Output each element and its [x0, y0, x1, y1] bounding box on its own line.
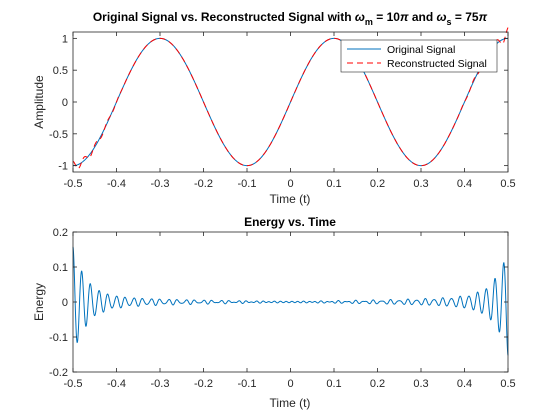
energy-y-axis-label: Energy [32, 283, 46, 321]
ax1-x-tick-label: 0.2 [370, 178, 385, 190]
ax2-x-tick-label: 0.1 [326, 378, 341, 390]
ax1-x-tick-label: -0.2 [194, 178, 213, 190]
ax1-y-tick-label: -1 [58, 161, 68, 173]
ax2-x-tick-label: 0 [287, 378, 293, 390]
title-omega-s-symbol: ω [437, 10, 447, 24]
ax2-y-tick-label: 0 [62, 297, 68, 309]
ax1-x-tick-label: 0.4 [457, 178, 472, 190]
ax2-x-tick-label: 0.5 [500, 378, 515, 390]
ax1-y-tick-label: 0.5 [53, 65, 68, 77]
ax1-y-tick-label: 0 [62, 97, 68, 109]
title-and-text: and [409, 10, 437, 24]
energy-x-axis-label: Time (t) [270, 396, 311, 410]
ax2-y-tick-label: 0.1 [53, 262, 68, 274]
legend-label-reconstructed: Reconstructed Signal [387, 58, 487, 70]
ax2-y-tick-label: 0.2 [53, 227, 68, 239]
ax1-y-tick-label: -0.5 [49, 129, 68, 141]
ax2-x-tick-label: 0.2 [370, 378, 385, 390]
ax2-x-tick-label: -0.2 [194, 378, 213, 390]
ax1-x-tick-label: -0.3 [151, 178, 170, 190]
ax1-x-tick-label: 0.1 [326, 178, 341, 190]
ax1-x-tick-label: -0.4 [107, 178, 126, 190]
ax2-x-tick-label: -0.4 [107, 378, 126, 390]
signal-y-axis-label: Amplitude [32, 75, 46, 129]
legend: Original Signal Reconstructed Signal [341, 40, 497, 72]
legend-label-original: Original Signal [387, 44, 455, 56]
ax1-x-tick-label: -0.1 [238, 178, 257, 190]
title-omega-m-value: = 10 [373, 10, 400, 24]
ax1-x-tick-label: 0.5 [500, 178, 515, 190]
ax2-x-tick-label: 0.4 [457, 378, 472, 390]
title-lead-text: Original Signal vs. Reconstructed Signal… [93, 10, 355, 24]
ax2-x-tick-label: -0.3 [151, 378, 170, 390]
ax1-x-tick-label: -0.5 [64, 178, 83, 190]
ax1-y-tick-label: 1 [62, 33, 68, 45]
ax2-x-tick-label: -0.1 [238, 378, 257, 390]
ax1-x-tick-label: 0.3 [413, 178, 428, 190]
ax2-x-tick-label: 0.3 [413, 378, 428, 390]
title-omega-s-value: = 75 [452, 10, 479, 24]
title-pi-symbol-2: π [479, 10, 488, 24]
title-omega-m-subscript: m [365, 17, 373, 27]
title-omega-m-symbol: ω [355, 10, 365, 24]
ax2-y-tick-label: -0.2 [49, 367, 68, 379]
signal-x-axis-label: Time (t) [270, 192, 311, 206]
ax2-x-tick-label: -0.5 [64, 378, 83, 390]
ax1-x-tick-label: 0 [287, 178, 293, 190]
energy-chart-title: Energy vs. Time [244, 215, 336, 229]
ax2-y-tick-label: -0.1 [49, 332, 68, 344]
